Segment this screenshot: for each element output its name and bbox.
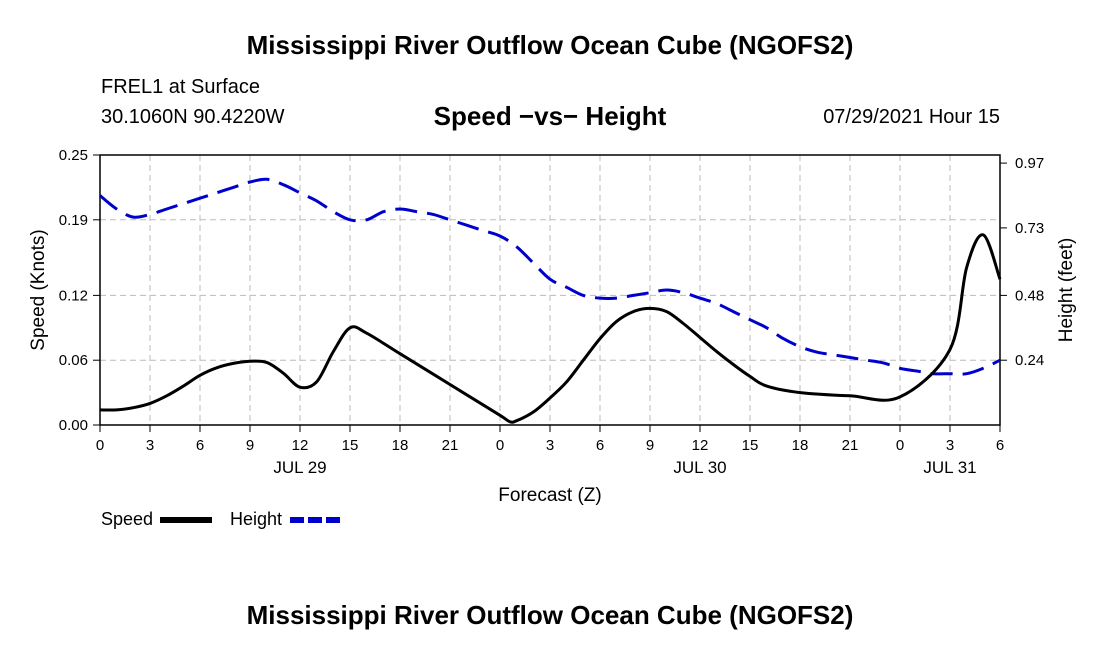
x-tick-label: 0 — [496, 437, 504, 454]
x-axis-label: Forecast (Z) — [498, 485, 601, 506]
speed-series-line — [99, 233, 1002, 424]
y2-tick-label: 0.73 — [1015, 220, 1044, 237]
y-tick-label: 0.00 — [59, 417, 88, 434]
date-label: JUL 30 — [673, 458, 726, 477]
x-tick-label: 9 — [646, 437, 654, 454]
x-tick-label: 15 — [342, 437, 359, 454]
legend-speed-label: Speed — [101, 509, 154, 529]
x-tick-label: 6 — [196, 437, 204, 454]
x-tick-label: 0 — [96, 437, 104, 454]
chart-title: Speed −vs− Height — [433, 101, 667, 131]
x-tick-label: 0 — [896, 437, 904, 454]
legend-height-label: Height — [230, 509, 283, 529]
station-coordinates: 30.1060N 90.4220W — [101, 106, 285, 128]
date-label: JUL 31 — [923, 458, 976, 477]
x-tick-label: 15 — [742, 437, 759, 454]
station-label: FREL1 at Surface — [101, 76, 260, 98]
height-series-line — [99, 177, 1001, 376]
y-tick-label: 0.25 — [59, 147, 88, 164]
forecast-datetime: 07/29/2021 Hour 15 — [823, 106, 1000, 128]
x-tick-label: 21 — [842, 437, 859, 454]
y2-axis-label: Height (feet) — [1056, 238, 1077, 343]
y-tick-label: 0.19 — [59, 212, 88, 229]
y2-tick-label: 0.48 — [1015, 287, 1044, 304]
x-tick-label: 9 — [246, 437, 254, 454]
y-axis-label: Speed (Knots) — [28, 229, 49, 350]
x-tick-label: 18 — [392, 437, 409, 454]
x-tick-label: 3 — [146, 437, 154, 454]
x-tick-label: 18 — [792, 437, 809, 454]
y-tick-label: 0.12 — [59, 287, 88, 304]
y2-tick-label: 0.24 — [1015, 352, 1044, 369]
main-title: Mississippi River Outflow Ocean Cube (NG… — [246, 30, 854, 60]
y-tick-label: 0.06 — [59, 352, 88, 369]
footer-title: Mississippi River Outflow Ocean Cube (NG… — [246, 600, 854, 630]
date-label: JUL 29 — [273, 458, 326, 477]
x-tick-label: 21 — [442, 437, 459, 454]
x-tick-label: 6 — [596, 437, 604, 454]
x-tick-label: 3 — [546, 437, 554, 454]
y2-tick-label: 0.97 — [1015, 155, 1044, 172]
x-tick-label: 3 — [946, 437, 954, 454]
x-tick-label: 6 — [996, 437, 1004, 454]
x-tick-label: 12 — [692, 437, 709, 454]
x-tick-label: 12 — [292, 437, 309, 454]
legend-height: Height — [230, 509, 282, 530]
plot-frame — [99, 154, 1001, 426]
legend-speed: Speed — [101, 509, 153, 530]
